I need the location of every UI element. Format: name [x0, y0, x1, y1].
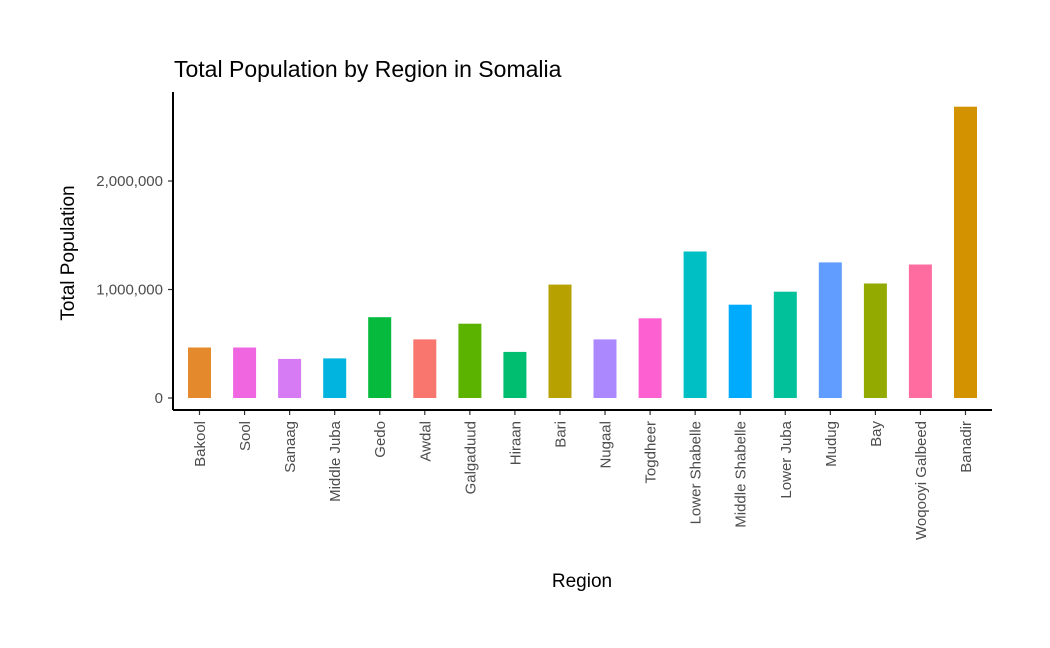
y-tick-label: 0	[155, 390, 163, 407]
bar-lower-juba	[773, 291, 797, 398]
y-tick-label: 2,000,000	[96, 173, 163, 190]
chart-title: Total Population by Region in Somalia	[174, 56, 562, 82]
x-tick-label: Middle Shabelle	[733, 421, 750, 528]
x-tick-label: Woqooyi Galbeed	[913, 421, 930, 540]
bar-nugaal	[593, 339, 617, 398]
x-tick-label: Bari	[552, 421, 569, 448]
x-tick-label: Sool	[237, 421, 254, 451]
x-tick-label: Gedo	[372, 421, 389, 458]
x-tick-label: Banadir	[958, 421, 975, 473]
bar-middle-shabelle	[728, 304, 752, 398]
bar-bari	[548, 284, 572, 398]
x-axis-ticks: Bakool Sool Sanaag Middle Juba Gedo Awdal Galg…	[192, 410, 975, 540]
x-tick-label: Middle Juba	[327, 420, 344, 502]
bar-woqooyi-galbeed	[908, 264, 932, 398]
x-tick-label: Hiraan	[507, 421, 524, 465]
x-tick-label: Bakool	[192, 421, 209, 467]
x-tick-label: Sanaag	[282, 421, 299, 473]
x-tick-label: Bay	[868, 421, 885, 447]
x-tick-label: Galgaduud	[462, 421, 479, 494]
x-tick-label: Lower Shabelle	[688, 421, 705, 524]
x-tick-label: Togdheer	[643, 421, 660, 484]
bar-bakool	[188, 347, 211, 398]
bar-hiraan	[503, 351, 527, 398]
bar-togdheer	[638, 318, 662, 398]
x-tick-label: Nugaal	[598, 421, 615, 469]
x-axis-title: Region	[552, 571, 612, 592]
x-tick-label: Mudug	[823, 421, 840, 467]
bar-mudug	[818, 262, 842, 398]
bar-bay	[863, 283, 887, 398]
bar-awdal	[413, 339, 437, 398]
y-tick-label: 1,000,000	[96, 282, 163, 299]
bar-lower-shabelle	[683, 251, 707, 398]
bar-middle-juba	[323, 358, 347, 398]
bar-banadir	[954, 106, 977, 398]
bar-sool	[233, 347, 257, 398]
y-axis-ticks: 0 1,000,000 2,000,000	[96, 173, 173, 407]
bar-galgaduud	[458, 323, 482, 398]
y-axis-title: Total Population	[58, 185, 79, 320]
bar-gedo	[368, 317, 392, 398]
x-tick-label: Awdal	[417, 421, 434, 462]
bar-sanaag	[278, 358, 302, 398]
bars-group	[188, 106, 977, 398]
x-tick-label: Lower Juba	[778, 420, 795, 498]
